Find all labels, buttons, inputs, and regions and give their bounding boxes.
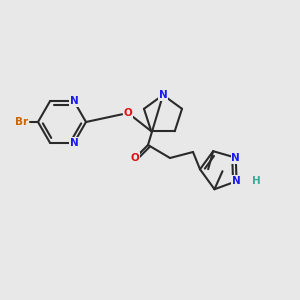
Text: O: O: [124, 108, 132, 118]
Text: N: N: [70, 138, 78, 148]
Text: N: N: [70, 96, 78, 106]
Text: N: N: [159, 90, 167, 100]
Text: O: O: [130, 153, 140, 163]
Text: H: H: [252, 176, 261, 186]
Text: N: N: [231, 153, 240, 163]
Text: N: N: [232, 176, 241, 186]
Text: Br: Br: [15, 117, 28, 127]
